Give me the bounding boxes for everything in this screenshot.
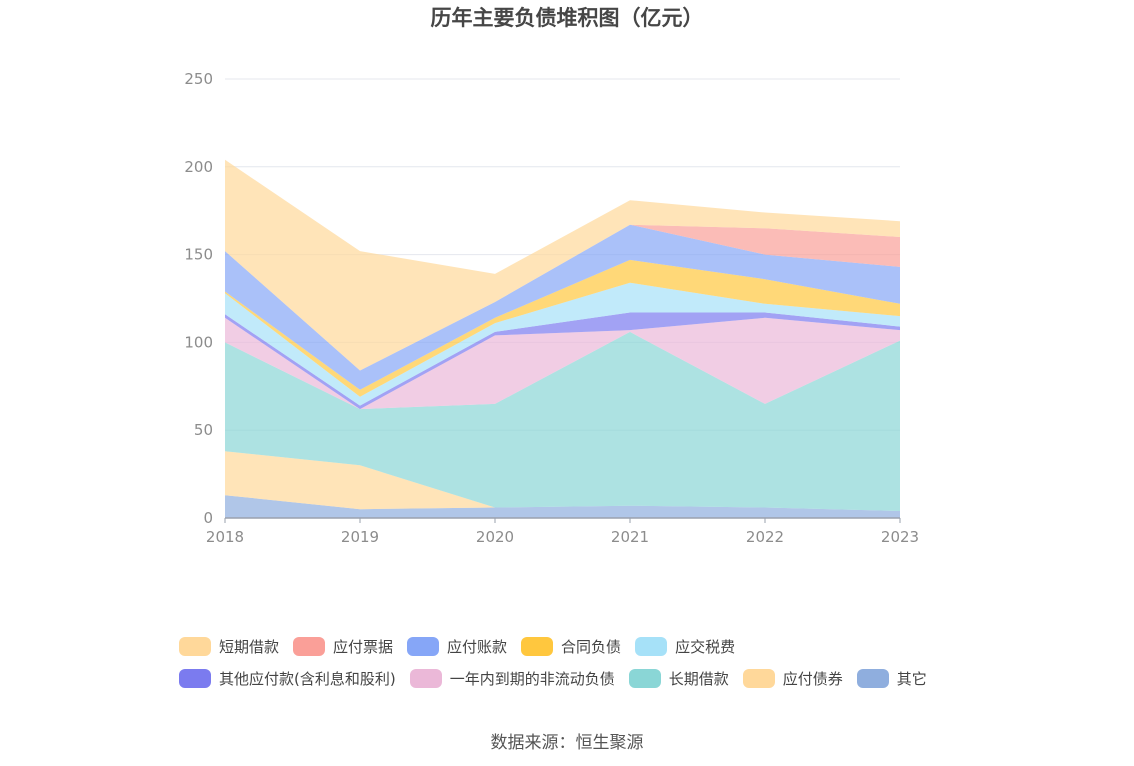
- legend-label: 应付账款: [447, 637, 508, 656]
- legend-label: 应交税费: [675, 637, 736, 656]
- area-series-5: [225, 282, 900, 406]
- legend-swatch: [856, 668, 889, 688]
- chart-title: 历年主要负债堆积图（亿元）: [430, 6, 704, 30]
- legend-swatch: [293, 636, 326, 656]
- legend-row-1: 短期借款 应付票据 应付账款 合同负债 应交税费: [179, 630, 979, 662]
- area-series-1: [225, 451, 900, 511]
- legend: 短期借款 应付票据 应付账款 合同负债 应交税费 其他应付款(含利息和股利) 一年内到期的…: [179, 630, 979, 694]
- legend-item[interactable]: 其他应付款(含利息和股利): [179, 668, 396, 689]
- legend-item[interactable]: 合同负债: [521, 636, 621, 657]
- legend-label: 其它: [896, 669, 927, 688]
- axes: 0 50 100 150 200 250 2018 2019 2020 2021 2022 2023: [184, 70, 919, 546]
- legend-item[interactable]: 一年内到期的非流动负债: [409, 668, 615, 689]
- legend-swatch: [742, 668, 775, 688]
- y-tick-label: 200: [184, 158, 213, 176]
- area-series-2: [225, 331, 900, 511]
- y-tick-label: 0: [203, 509, 213, 527]
- y-tick-label: 150: [184, 246, 213, 264]
- y-tick-label: 100: [184, 333, 213, 351]
- area-series: [225, 159, 900, 518]
- area-series-7: [225, 224, 900, 390]
- x-tick-label: 2023: [881, 528, 919, 546]
- x-tick-label: 2020: [476, 528, 514, 546]
- legend-swatch: [635, 636, 668, 656]
- legend-swatch: [179, 668, 211, 688]
- x-tick-label: 2019: [341, 528, 379, 546]
- legend-label: 应付票据: [333, 637, 394, 656]
- legend-swatch: [521, 636, 554, 656]
- legend-label: 其他应付款(含利息和股利): [219, 669, 396, 688]
- legend-swatch: [179, 636, 211, 656]
- area-series-6: [225, 259, 900, 397]
- legend-item[interactable]: 其它: [856, 668, 927, 689]
- x-tick-label: 2022: [746, 528, 784, 546]
- area-series-3: [225, 317, 900, 410]
- legend-item[interactable]: 应付账款: [407, 636, 507, 657]
- area-series-8: [225, 224, 900, 371]
- source-note: 数据来源：恒生聚源: [490, 733, 644, 753]
- y-tick-label: 50: [194, 421, 213, 439]
- legend-label: 短期借款: [219, 637, 280, 656]
- x-tick-label: 2018: [206, 528, 244, 546]
- legend-item[interactable]: 长期借款: [628, 668, 729, 689]
- legend-swatch: [407, 636, 440, 656]
- legend-label: 合同负债: [561, 637, 622, 656]
- legend-label: 一年内到期的非流动负债: [449, 669, 615, 688]
- legend-item[interactable]: 短期借款: [179, 636, 279, 657]
- legend-item[interactable]: 应交税费: [635, 636, 735, 657]
- legend-label: 应付债券: [782, 669, 843, 688]
- x-tick-label: 2021: [611, 528, 649, 546]
- legend-label: 长期借款: [668, 669, 729, 688]
- area-series-9: [225, 159, 900, 371]
- y-tick-label: 250: [184, 70, 213, 88]
- legend-row-2: 其他应付款(含利息和股利) 一年内到期的非流动负债 长期借款 应付债券 其它: [179, 662, 979, 694]
- area-series-4: [225, 312, 900, 410]
- legend-item[interactable]: 应付债券: [742, 668, 843, 689]
- legend-swatch: [628, 668, 661, 688]
- legend-swatch: [409, 668, 442, 688]
- legend-item[interactable]: 应付票据: [293, 636, 393, 657]
